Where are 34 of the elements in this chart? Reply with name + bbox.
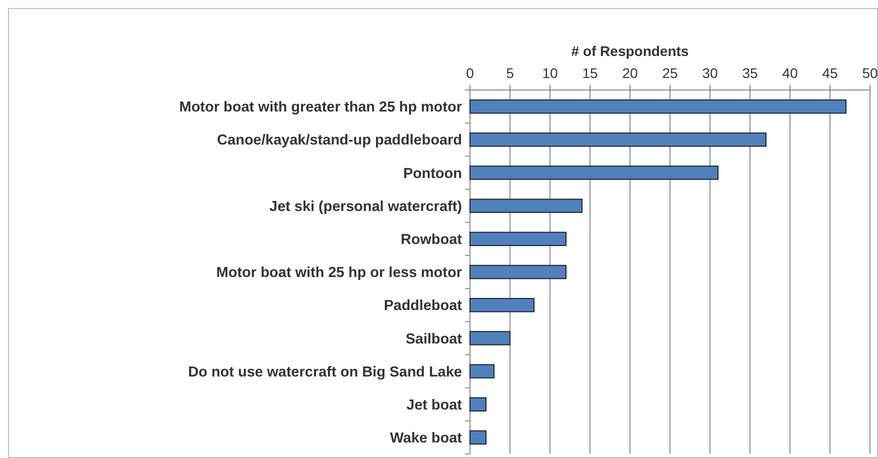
bar	[470, 364, 494, 378]
y-tick-label: Do not use watercraft on Big Sand Lake	[188, 364, 462, 380]
x-tick-label: 15	[582, 65, 598, 81]
y-tick-label: Motor boat with greater than 25 hp motor	[179, 100, 462, 116]
x-tick-label: 30	[702, 65, 718, 81]
x-tick-label: 45	[822, 65, 838, 81]
x-tick-label: 40	[782, 65, 798, 81]
bar	[470, 132, 766, 147]
x-tick-label: 10	[542, 65, 558, 81]
y-tick-label: Jet boat	[406, 397, 462, 414]
bar	[470, 298, 534, 312]
x-tick-label: 35	[742, 65, 758, 81]
x-tick-label: 50	[862, 65, 878, 81]
y-tick-label: Canoe/kayak/stand-up paddleboard	[217, 132, 462, 149]
y-tick-label: Pontoon	[403, 166, 462, 182]
y-tick-label: Paddleboat	[384, 298, 462, 314]
bar	[470, 232, 566, 246]
bar	[470, 397, 486, 412]
x-axis-title: # of Respondents	[571, 43, 689, 59]
y-tick-label: Rowboat	[400, 232, 462, 248]
bar	[470, 166, 718, 180]
y-tick-label: Jet ski (personal watercraft)	[269, 198, 462, 215]
bar	[470, 99, 846, 114]
x-tick-label: 0	[466, 65, 474, 81]
bar	[470, 331, 510, 346]
x-tick-label: 20	[622, 65, 638, 81]
x-tick-label: 5	[506, 65, 514, 81]
y-tick-label: Wake boat	[390, 430, 462, 447]
x-tick-label: 25	[662, 65, 678, 81]
bar	[470, 430, 486, 445]
bar	[470, 264, 566, 280]
bar	[470, 198, 582, 213]
y-tick-label: Motor boat with 25 hp or less motor	[216, 265, 462, 282]
y-tick-label: Sailboat	[406, 331, 462, 348]
